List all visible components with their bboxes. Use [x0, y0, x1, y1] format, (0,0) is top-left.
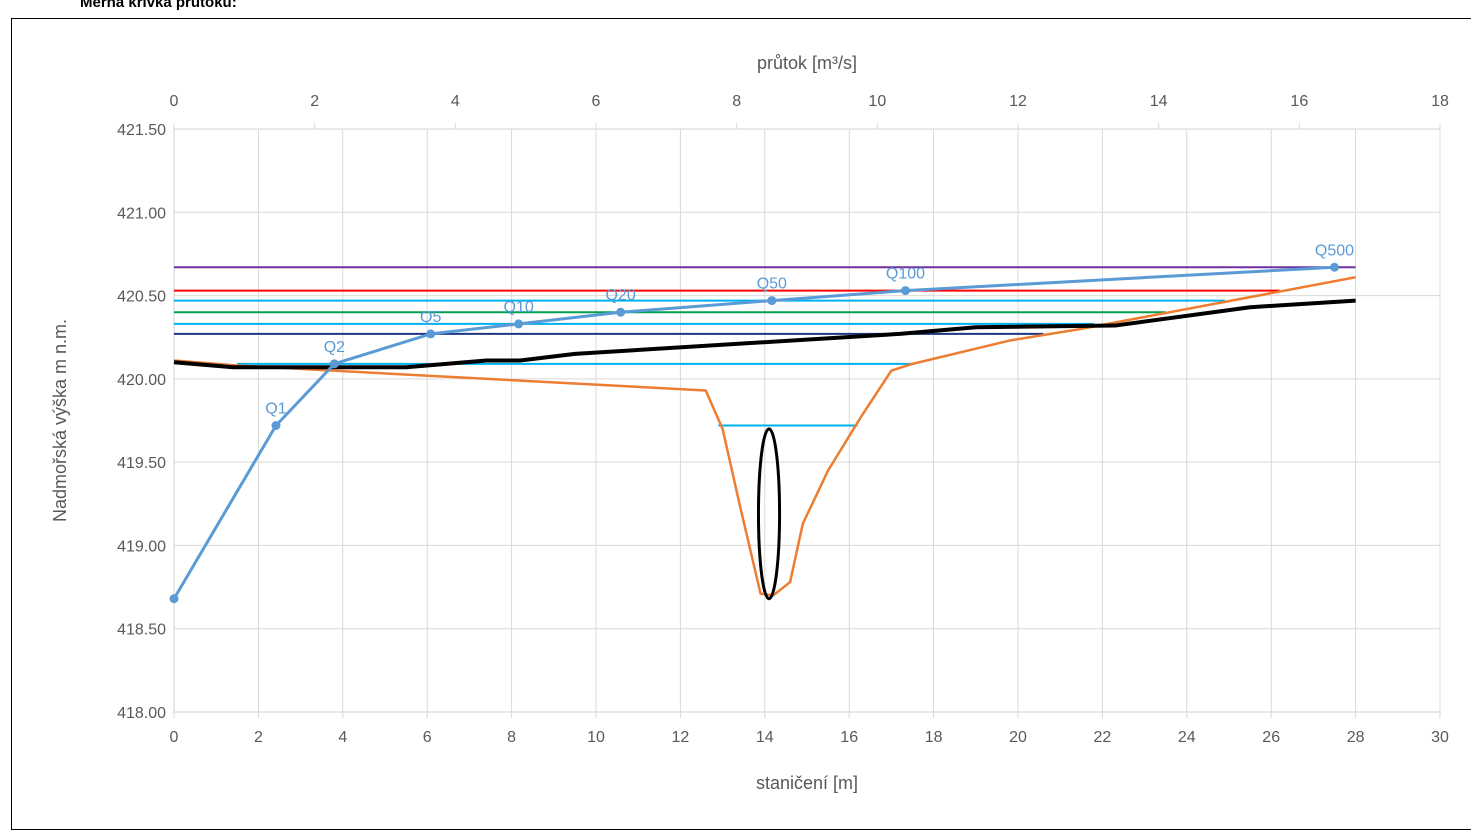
rating-curve-point: [616, 307, 626, 317]
y-axis-title: Nadmořská výška m n.m.: [50, 319, 70, 522]
y-tick-label: 421.50: [117, 122, 166, 139]
rating-curve-point: [900, 286, 910, 296]
y-tick-label: 419.50: [117, 455, 166, 472]
rating-curve-point: [514, 319, 524, 329]
x2-tick-label: 6: [592, 93, 601, 110]
rating-curve-chart: 418.00 418.50 419.00 419.50 420.00 420.50 421.…: [50, 53, 1449, 793]
x2-tick-label: 16: [1290, 93, 1308, 110]
data-label: Q1: [265, 400, 286, 417]
x-tick-label: 0: [170, 729, 179, 746]
rating-curve-point: [169, 594, 179, 604]
rating-curve-line: [172, 265, 1335, 600]
x-tick-label: 14: [756, 729, 774, 746]
data-label: Q100: [886, 266, 925, 283]
x-axis-title: staničení [m]: [756, 773, 858, 793]
x-tick-label: 2: [254, 729, 263, 746]
x2-tick-label: 12: [1009, 93, 1027, 110]
data-label: Q2: [324, 339, 345, 356]
rating-curve-point: [329, 359, 339, 369]
grid: [173, 128, 1441, 713]
rating-curve-point: [767, 296, 777, 306]
x-tick-label: 8: [507, 729, 516, 746]
y-tick-label: 418.00: [117, 705, 166, 722]
y-tick-label: 421.00: [117, 205, 166, 222]
rating-curve-point: [1330, 262, 1339, 272]
page-title: Měrná křivka průtoku:: [80, 0, 237, 11]
x-tick-label: 22: [1094, 729, 1112, 746]
data-label: Q500: [1315, 242, 1354, 259]
x2-tick-label: 8: [732, 93, 741, 110]
cross-section-line: [173, 276, 1356, 597]
data: [169, 262, 1356, 604]
x-tick-label: 18: [925, 729, 943, 746]
axes: 418.00 418.50 419.00 419.50 420.00 420.50 421.…: [117, 93, 1449, 746]
x2-axis-title: průtok [m³/s]: [757, 53, 857, 73]
data-label: Q10: [504, 299, 534, 316]
x2-tick-label: 4: [451, 93, 460, 110]
x-tick-label: 16: [840, 729, 858, 746]
highlight-ellipse: [756, 427, 782, 601]
x-tick-label: 20: [1009, 729, 1027, 746]
y-tick-label: 420.50: [117, 289, 166, 306]
x-tick-label: 10: [587, 729, 605, 746]
x2-tick-label: 2: [310, 93, 319, 110]
terrain-line: [173, 298, 1356, 370]
x-tick-label: 28: [1347, 729, 1365, 746]
data-label: Q50: [757, 276, 787, 293]
x-tick-label: 26: [1262, 729, 1280, 746]
data-label: Q5: [420, 309, 441, 326]
x2-tick-label: 18: [1431, 93, 1449, 110]
x-tick-label: 6: [423, 729, 432, 746]
rating-curve-point: [426, 329, 436, 339]
rating-curve-point: [271, 420, 281, 430]
x-tick-label: 12: [672, 729, 690, 746]
labels: Q1 Q2 Q5 Q10 Q20 Q50 Q100 Q500: [265, 242, 1354, 417]
y-tick-label: 419.00: [117, 538, 166, 555]
chart-frame: 418.00 418.50 419.00 419.50 420.00 420.50 421.…: [11, 18, 1471, 830]
x2-tick-label: 0: [170, 93, 179, 110]
data-label: Q20: [605, 287, 635, 304]
x2-tick-label: 10: [868, 93, 886, 110]
x-tick-label: 4: [338, 729, 347, 746]
y-tick-label: 418.50: [117, 622, 166, 639]
x-tick-label: 24: [1178, 729, 1196, 746]
y-tick-label: 420.00: [117, 372, 166, 389]
x2-tick-label: 14: [1150, 93, 1168, 110]
x-tick-label: 30: [1431, 729, 1449, 746]
